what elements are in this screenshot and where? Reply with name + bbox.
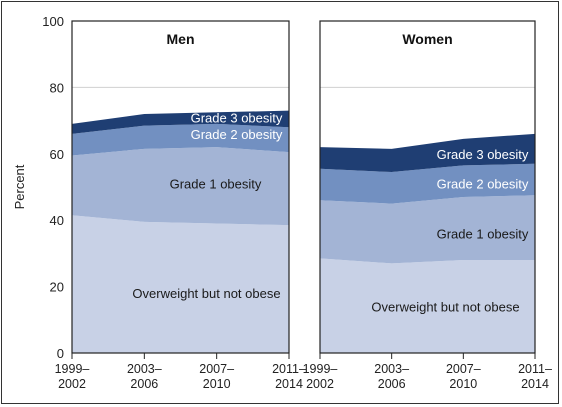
panel-border bbox=[71, 20, 290, 354]
y-tick-label: 40 bbox=[50, 213, 64, 228]
area-grade2 bbox=[320, 163, 535, 204]
panel-title: Men bbox=[167, 31, 195, 47]
series-label-grade1: Grade 1 obesity bbox=[170, 177, 262, 192]
area-grade1 bbox=[320, 195, 535, 264]
y-axis-label: Percent bbox=[12, 164, 27, 209]
x-tick-label: 2007– 2010 bbox=[446, 362, 481, 391]
x-tick-label: 2011– 2014 bbox=[272, 362, 306, 391]
x-tick-label: 2003– 2006 bbox=[127, 362, 162, 391]
area-overweight bbox=[320, 258, 535, 353]
area-overweight bbox=[72, 215, 289, 353]
x-tick-label: 1999– 2002 bbox=[303, 362, 338, 391]
area-grade1 bbox=[72, 147, 289, 226]
area-grade3 bbox=[320, 133, 535, 173]
panel-border bbox=[319, 20, 536, 354]
x-tick-label: 1999– 2002 bbox=[55, 362, 90, 391]
x-tick-label: 2003– 2006 bbox=[374, 362, 409, 391]
y-tick-label: 80 bbox=[50, 80, 64, 95]
y-tick-label: 20 bbox=[50, 280, 64, 295]
panel-women: Women Overweight but not obese Grade 1 obe… bbox=[303, 20, 552, 391]
series-label-overweight: Overweight but not obese bbox=[132, 286, 280, 301]
series-label-grade3: Grade 3 obesity bbox=[437, 147, 529, 162]
area-grade3 bbox=[72, 110, 289, 134]
area-grade2 bbox=[72, 123, 289, 156]
x-tick-label: 2011– 2014 bbox=[518, 362, 552, 391]
y-tick-label: 100 bbox=[42, 14, 64, 29]
series-label-grade1: Grade 1 obesity bbox=[437, 226, 529, 241]
series-label-overweight: Overweight but not obese bbox=[371, 300, 519, 315]
panel-men: Men Overweight but not obese Grade 1 obesi… bbox=[55, 20, 306, 391]
series-label-grade2: Grade 2 obesity bbox=[191, 127, 283, 142]
panel-title: Women bbox=[402, 31, 452, 47]
series-label-grade2: Grade 2 obesity bbox=[437, 177, 529, 192]
x-tick-label: 2007– 2010 bbox=[199, 362, 234, 391]
y-tick-label: 0 bbox=[57, 346, 64, 361]
y-tick-label: 60 bbox=[50, 147, 64, 162]
series-label-grade3: Grade 3 obesity bbox=[191, 110, 283, 125]
